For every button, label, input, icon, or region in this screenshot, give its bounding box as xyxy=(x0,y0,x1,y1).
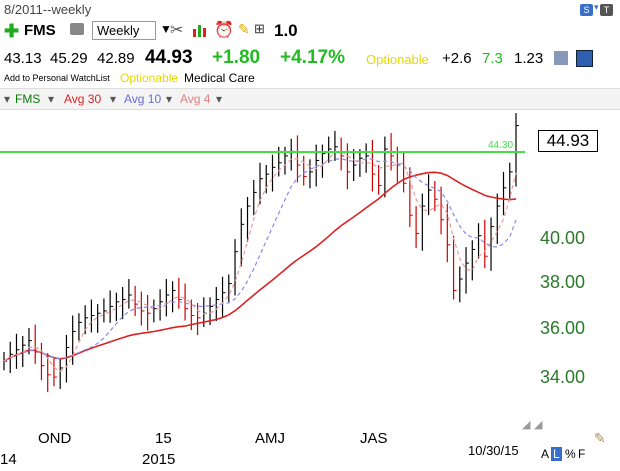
resistance-label: 44.30 xyxy=(488,140,513,151)
price-chart[interactable]: 44.30 ◢ ◢ xyxy=(0,110,620,471)
date-label: 10/30/15 xyxy=(468,443,519,458)
price-change: +1.80 xyxy=(212,47,261,68)
chevron-down-icon[interactable]: ▾ xyxy=(48,92,55,106)
pencil-icon[interactable]: ✎ xyxy=(594,430,606,446)
alarm-icon[interactable]: ⏰ xyxy=(214,22,234,39)
grid-icon[interactable]: ⊞ xyxy=(254,21,265,36)
open-price: 43.13 xyxy=(4,50,42,67)
last-price: 44.93 xyxy=(145,47,193,68)
chevron-down-icon[interactable]: ▾ xyxy=(166,92,173,106)
scale-value: 1.0 xyxy=(274,21,298,40)
optionable-tag: Optionable xyxy=(120,71,179,85)
x-tick-label: 15 xyxy=(155,430,172,447)
value-2: 7.3 xyxy=(482,50,503,67)
tools-icon[interactable]: ✂ xyxy=(170,22,184,39)
legend-marker-icon: ▾ xyxy=(4,92,11,106)
footer-f[interactable]: F xyxy=(578,447,586,461)
legend-avg30[interactable]: Avg 30 xyxy=(64,92,102,106)
y-tick-label: 40.00 xyxy=(540,228,586,248)
last-price-box: 44.93 xyxy=(538,130,598,152)
toolbar: ✚ FMS Weekly ▼ ✂ ⏰ ✎ ⊞ 1.0 xyxy=(0,20,620,42)
low-price: 42.89 xyxy=(97,50,135,67)
footer-pct[interactable]: % xyxy=(565,447,576,461)
ohlc-bars xyxy=(3,113,519,393)
x-subtick-label: 14 xyxy=(0,451,17,468)
chevron-down-icon[interactable]: ▾ xyxy=(216,92,223,106)
footer-l[interactable]: L xyxy=(551,447,562,461)
y-tick-label: 36.00 xyxy=(540,318,586,338)
symbol-field[interactable]: FMS xyxy=(24,22,56,39)
note-icon[interactable]: ✎ xyxy=(238,21,250,37)
period-select[interactable]: Weekly xyxy=(92,21,156,40)
bar-chart-icon[interactable] xyxy=(192,23,208,37)
t-badge-icon[interactable]: T xyxy=(600,4,613,16)
high-price: 45.29 xyxy=(50,50,88,67)
dropdown-icon[interactable]: ▾ xyxy=(594,2,599,12)
s-badge-icon[interactable]: S xyxy=(580,4,593,16)
save-icon[interactable] xyxy=(576,50,593,67)
value-3: 1.23 xyxy=(514,50,544,67)
chevron-down-icon[interactable]: ▼ xyxy=(160,22,172,36)
scroll-up-icon[interactable]: ◢ xyxy=(522,419,531,431)
x-tick-label: AMJ xyxy=(255,430,285,447)
x-tick-label: JAS xyxy=(360,430,388,447)
value-1: +2.6 xyxy=(442,50,472,67)
avg10-line xyxy=(3,158,517,362)
avg4-line xyxy=(3,150,517,373)
add-icon[interactable]: ✚ xyxy=(4,21,20,41)
scroll-up-icon[interactable]: ◢ xyxy=(534,419,543,431)
optionable-label: Optionable xyxy=(366,52,429,67)
x-subtick-label: 2015 xyxy=(142,451,176,468)
legend-avg4[interactable]: Avg 4 xyxy=(180,92,211,106)
info-row: Add to Personal WatchList Optionable Med… xyxy=(0,70,620,86)
watchlist-link[interactable]: Add to Personal WatchList xyxy=(4,73,110,83)
printer-icon[interactable] xyxy=(70,23,84,35)
legend-symbol[interactable]: FMS xyxy=(15,92,41,106)
quote-row: 43.13 45.29 42.89 44.93 +1.80 +4.17% Opt… xyxy=(0,46,620,70)
x-tick-label: OND xyxy=(38,430,72,447)
database-icon[interactable] xyxy=(554,51,568,65)
avg30-line xyxy=(3,171,517,362)
chevron-down-icon[interactable]: ▾ xyxy=(110,92,117,106)
y-tick-label: 34.00 xyxy=(540,367,586,387)
window-title: 8/2011--weekly xyxy=(4,2,92,17)
legend-avg10[interactable]: Avg 10 xyxy=(124,92,162,106)
legend-bar: ▾ FMS ▾ Avg 30 ▾ Avg 10 ▾ Avg 4 ▾ xyxy=(0,88,620,110)
period-value: Weekly xyxy=(97,23,140,38)
sector-label: Medical Care xyxy=(184,71,255,85)
y-tick-label: 38.00 xyxy=(540,272,586,292)
title-bar: 8/2011--weekly S ▾ T xyxy=(0,0,620,21)
price-change-pct: +4.17% xyxy=(280,47,345,68)
footer-a[interactable]: A xyxy=(541,447,550,461)
